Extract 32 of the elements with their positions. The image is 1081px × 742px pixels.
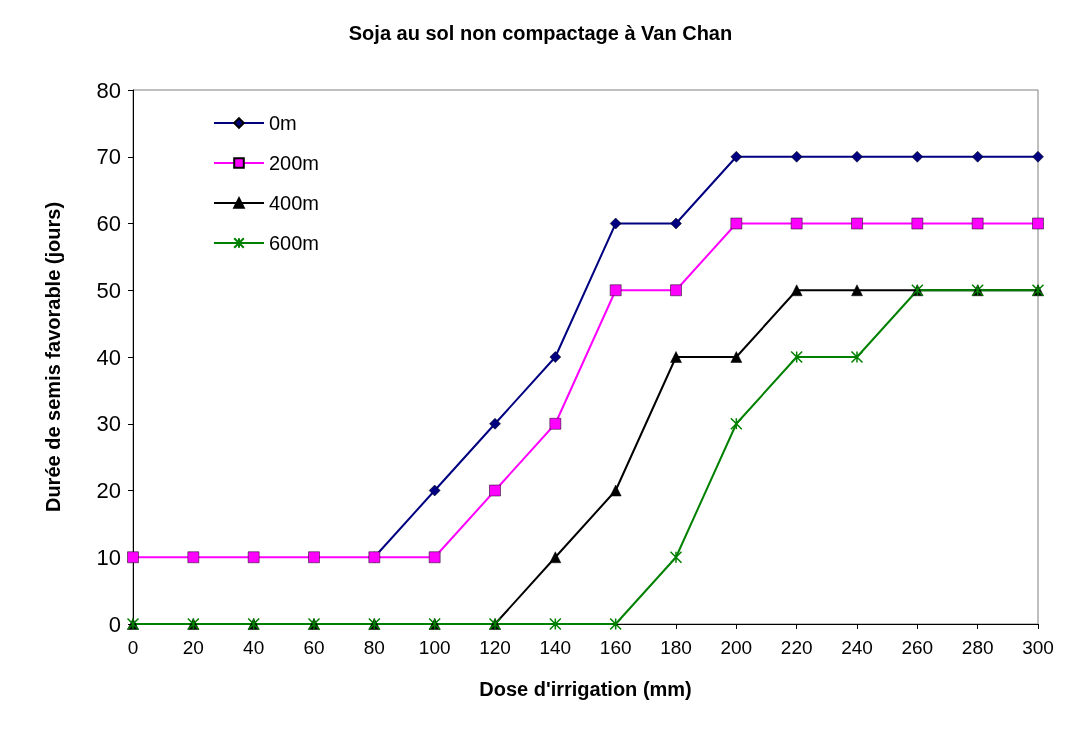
y-tick-label: 50 <box>96 277 121 303</box>
chart-title: Soja au sol non compactage à Van Chan <box>348 22 733 44</box>
x-tick-label: 80 <box>363 637 385 658</box>
y-tick-label: 30 <box>96 411 121 437</box>
legend-label: 200m <box>269 152 320 174</box>
x-tick-label: 120 <box>479 637 511 658</box>
legend-label: 0m <box>269 112 297 134</box>
y-tick-label: 20 <box>96 478 121 503</box>
x-tick-label: 280 <box>961 637 994 658</box>
y-tick-label: 80 <box>96 77 121 103</box>
y-tick-label: 10 <box>96 544 121 570</box>
legend-label: 400m <box>269 192 320 214</box>
x-tick-label: 300 <box>1022 637 1054 658</box>
x-tick-label: 180 <box>660 637 692 658</box>
x-tick-label: 200 <box>720 637 753 658</box>
x-tick-label: 0 <box>127 637 139 658</box>
x-tick-label: 60 <box>303 637 325 658</box>
legend-label: 600m <box>269 232 320 254</box>
y-tick-label: 0 <box>108 611 121 637</box>
y-axis-title: Durée de semis favorable (jours) <box>42 201 64 513</box>
x-tick-label: 100 <box>418 637 451 658</box>
y-tick-label: 40 <box>96 344 121 370</box>
x-tick-label: 160 <box>599 637 632 658</box>
x-tick-label: 220 <box>780 637 813 658</box>
x-tick-label: 140 <box>539 637 572 658</box>
x-axis-title: Dose d'irrigation (mm) <box>479 678 692 700</box>
y-tick-label: 70 <box>96 144 121 170</box>
x-tick-label: 40 <box>243 637 265 658</box>
x-tick-label: 240 <box>841 637 873 658</box>
x-tick-label: 20 <box>182 637 204 658</box>
y-tick-label: 60 <box>96 211 121 236</box>
x-tick-label: 260 <box>901 637 934 658</box>
